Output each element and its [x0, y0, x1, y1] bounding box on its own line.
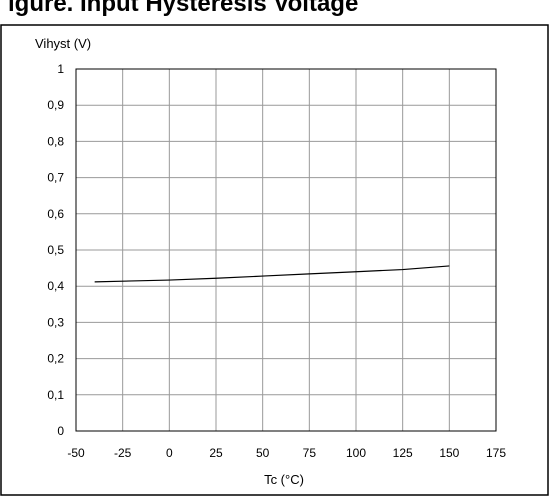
x-axis-title: Tc (°C) [264, 472, 304, 487]
banner-title: igure. Input Hysteresis Voltage [0, 0, 549, 24]
plot-area-border [75, 68, 497, 432]
banner-title-text: igure. Input Hysteresis Voltage [8, 0, 359, 17]
y-tick-label: 0,5 [47, 243, 64, 257]
y-tick-label: 0,8 [47, 134, 64, 148]
series-layer [94, 265, 450, 283]
y-axis-title: Vihyst (V) [35, 36, 91, 51]
x-tick-label: -50 [67, 446, 85, 460]
y-tick-label: 0,3 [47, 315, 64, 329]
x-tick-label: 150 [439, 446, 459, 460]
y-tick-label: 0,6 [47, 207, 64, 221]
x-tick-label: 175 [486, 446, 506, 460]
x-tick-label: -25 [114, 446, 132, 460]
x-tick-label: 125 [393, 446, 413, 460]
y-tick-labels: 0 0,1 0,2 0,3 0,4 0,5 0,6 0,7 0,8 0,9 1 [47, 62, 64, 438]
line-chart: -50 -25 0 25 50 75 100 125 150 175 00,10,20,30,40… [0, 24, 549, 496]
x-tick-label: 25 [209, 446, 223, 460]
y-tick-label: 0,2 [47, 352, 64, 366]
x-tick-label: 50 [256, 446, 270, 460]
x-tick-label: 75 [303, 446, 317, 460]
x-tick-labels: -50 -25 0 25 50 75 100 125 150 175 [67, 446, 506, 460]
x-tick-label: 100 [346, 446, 366, 460]
chart-frame: -50 -25 0 25 50 75 100 125 150 175 0 0,1 0,2 0,3 0,4 0… [0, 24, 549, 496]
y-tick-label: 0,1 [47, 388, 64, 402]
y-tick-label: 0,4 [47, 279, 64, 293]
y-tick-label: 0 [57, 424, 64, 438]
series-line [94, 265, 450, 283]
y-tick-label: 1 [57, 62, 64, 76]
x-tick-label: 0 [166, 446, 173, 460]
y-tick-label: 0,7 [47, 171, 64, 185]
y-tick-label: 0,9 [47, 98, 64, 112]
frame-border [0, 24, 549, 496]
